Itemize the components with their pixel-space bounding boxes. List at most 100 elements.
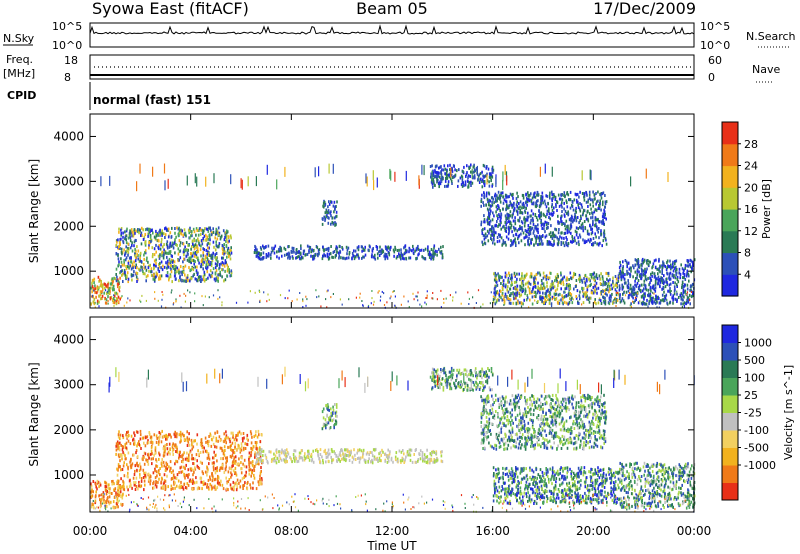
echo-cell [128,479,131,483]
echo-cell [491,200,493,204]
echo-cell [559,197,562,201]
echo-cell [244,447,247,450]
echo-cell [464,183,467,187]
echo-cell [163,248,165,252]
speckle [108,289,110,292]
echo-cell [654,275,657,279]
echo-cell [539,291,541,295]
echo-cell [124,252,127,256]
echo-region-3 [321,199,338,227]
echo-cell [537,236,540,240]
echo-cell [138,443,140,446]
echo-cell [575,241,578,245]
echo-cell [150,457,153,461]
echo-cell [317,248,320,252]
echo-cell [261,257,264,261]
echo-cell [491,167,493,171]
echo-cell [158,269,160,273]
echo-cell [177,234,180,238]
echo-cell [523,203,525,207]
echo-cell [536,199,538,203]
echo-cell [135,271,138,275]
speckle [613,299,615,302]
echo-cell [573,198,576,202]
echo-cell [602,289,604,293]
echo-cell [507,232,510,236]
echo-cell [583,198,586,202]
echo-cell [146,435,149,439]
speckle [127,297,129,300]
speckle [291,300,293,303]
echo-cell [158,239,160,243]
echo-cell [532,218,534,222]
echo-cell [159,432,162,436]
speckle-cells [90,163,693,309]
echo-cell [488,198,490,202]
echo-cell [566,278,569,282]
echo-cell [149,235,152,239]
echo-cell [508,204,511,208]
speckle [636,292,638,295]
echo-cell [644,294,646,298]
speckle [564,291,566,294]
echo-cell [144,243,147,247]
echo-cell [186,258,189,262]
echo-cell [540,214,542,218]
echo-cell [578,221,580,225]
echo-cell [654,289,657,293]
echo-cell [481,185,484,189]
echo-cell [172,476,174,480]
echo-cell [228,446,230,450]
echo-cell [605,200,608,204]
echo-cell [681,276,684,280]
noise-left-tick-bottom: 10^0 [52,39,82,52]
echo-cell [582,294,584,298]
echo-cell [530,272,533,276]
echo-cell [99,505,102,509]
echo-cell [597,207,600,210]
echo-cell [529,298,531,302]
echo-cell [204,227,206,231]
echo-cell [548,295,551,299]
speckle [247,301,249,304]
speckle [302,306,304,308]
echo-cell [227,251,229,255]
echo-cell [530,241,532,245]
echo-cell [262,244,264,248]
echo-cell [147,462,150,466]
echo-cell [197,486,200,490]
echo-cell [551,205,553,209]
echo-cell [520,286,523,290]
echo-cell [612,276,614,280]
echo-cell [386,248,388,252]
echo-cell [133,264,135,268]
echo-cell [125,441,128,445]
echo-region-7 [618,257,696,306]
echo-cell [136,272,139,275]
echo-cell [193,239,196,243]
echo-cell [556,201,559,205]
echo-cell [278,247,280,251]
echo-cell [161,268,164,272]
echo-cell [216,477,219,481]
echo-cell [569,206,572,210]
echo-cell [122,231,124,235]
echo-cell [123,263,125,267]
echo-cell [575,193,578,197]
speckle [686,293,688,296]
echo-cell [602,239,605,243]
speckle [392,290,394,293]
echo-cell [197,466,200,469]
streak [504,164,506,175]
echo-cell [558,237,560,241]
echo-cell [332,250,335,254]
echo-cell [141,226,143,230]
echo-cell [163,481,166,485]
echo-cell [143,441,145,445]
echo-cell [147,439,149,443]
echo-cell [564,227,567,231]
speckle [175,299,177,302]
echo-cell [225,430,227,434]
echo-cell [226,459,228,463]
echo-cell [563,244,566,248]
